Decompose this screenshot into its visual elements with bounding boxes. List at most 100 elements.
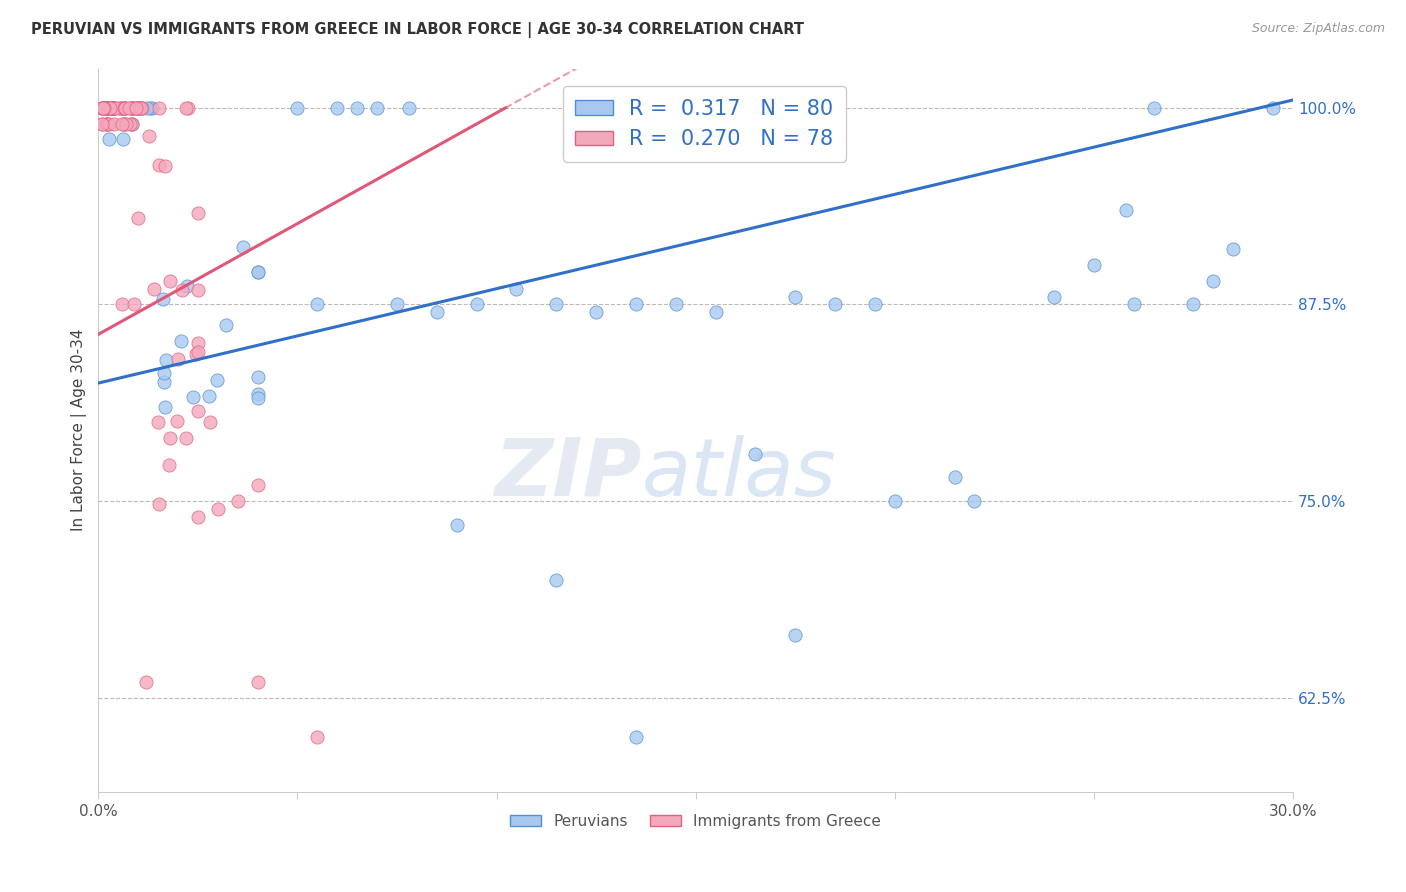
- Point: [187, 336, 209, 351]
- Point: [122, 101, 145, 115]
- Point: [307, 730, 329, 744]
- Point: [103, 117, 125, 131]
- Legend: Peruvians, Immigrants from Greece: Peruvians, Immigrants from Greece: [505, 808, 887, 835]
- Point: [112, 117, 135, 131]
- Point: [101, 101, 124, 115]
- Point: [187, 404, 209, 418]
- Point: [174, 101, 197, 115]
- Point: [215, 318, 238, 333]
- Point: [943, 470, 966, 484]
- Point: [177, 101, 200, 115]
- Point: [246, 265, 269, 279]
- Point: [1261, 101, 1284, 115]
- Point: [246, 370, 269, 384]
- Point: [108, 101, 131, 115]
- Text: Source: ZipAtlas.com: Source: ZipAtlas.com: [1251, 22, 1385, 36]
- Point: [111, 297, 134, 311]
- Point: [744, 447, 766, 461]
- Point: [91, 101, 114, 115]
- Point: [91, 117, 114, 131]
- Text: ZIP: ZIP: [495, 434, 643, 513]
- Point: [96, 101, 118, 115]
- Point: [287, 101, 309, 115]
- Point: [111, 117, 134, 131]
- Point: [121, 101, 143, 115]
- Point: [1122, 297, 1144, 311]
- Point: [155, 159, 177, 173]
- Point: [100, 101, 122, 115]
- Point: [704, 305, 727, 319]
- Point: [159, 431, 181, 445]
- Point: [136, 101, 159, 115]
- Point: [1115, 202, 1137, 217]
- Point: [135, 674, 157, 689]
- Point: [187, 509, 209, 524]
- Point: [128, 101, 150, 115]
- Point: [166, 415, 188, 429]
- Point: [143, 282, 166, 296]
- Point: [1202, 274, 1225, 288]
- Point: [398, 101, 420, 115]
- Point: [131, 101, 153, 115]
- Point: [112, 101, 135, 115]
- Point: [1222, 243, 1244, 257]
- Point: [114, 101, 136, 115]
- Point: [101, 101, 124, 115]
- Point: [91, 117, 114, 131]
- Point: [91, 101, 114, 115]
- Point: [148, 158, 170, 172]
- Point: [112, 101, 135, 115]
- Point: [148, 497, 170, 511]
- Point: [131, 101, 153, 115]
- Point: [785, 628, 807, 642]
- Point: [446, 517, 468, 532]
- Point: [91, 101, 114, 115]
- Point: [148, 101, 170, 115]
- Point: [665, 297, 688, 311]
- Point: [346, 101, 368, 115]
- Point: [104, 101, 127, 115]
- Point: [546, 297, 568, 311]
- Point: [97, 101, 120, 115]
- Point: [152, 292, 174, 306]
- Point: [505, 282, 527, 296]
- Point: [120, 101, 142, 115]
- Point: [96, 117, 118, 131]
- Point: [385, 297, 408, 311]
- Point: [112, 117, 135, 131]
- Point: [96, 101, 118, 115]
- Point: [366, 101, 388, 115]
- Point: [176, 279, 198, 293]
- Point: [96, 101, 118, 115]
- Point: [120, 101, 142, 115]
- Point: [207, 501, 229, 516]
- Point: [91, 101, 114, 115]
- Point: [129, 101, 152, 115]
- Point: [205, 373, 228, 387]
- Point: [883, 494, 905, 508]
- Point: [1142, 101, 1164, 115]
- Point: [97, 101, 120, 115]
- Point: [963, 494, 986, 508]
- Point: [155, 353, 177, 368]
- Point: [138, 129, 160, 144]
- Point: [181, 390, 204, 404]
- Point: [1083, 258, 1105, 272]
- Point: [96, 101, 118, 115]
- Point: [170, 334, 193, 348]
- Point: [114, 117, 136, 131]
- Point: [246, 392, 269, 406]
- Point: [546, 573, 568, 587]
- Point: [426, 305, 449, 319]
- Point: [174, 431, 197, 445]
- Point: [231, 239, 253, 253]
- Point: [187, 206, 209, 220]
- Point: [187, 344, 209, 359]
- Point: [100, 101, 122, 115]
- Point: [96, 117, 118, 131]
- Point: [93, 101, 115, 115]
- Point: [785, 289, 807, 303]
- Point: [98, 132, 121, 146]
- Point: [100, 101, 122, 115]
- Point: [118, 101, 141, 115]
